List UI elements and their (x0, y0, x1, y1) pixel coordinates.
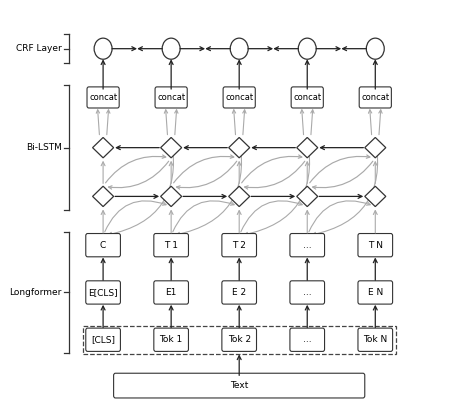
Text: concat: concat (157, 93, 185, 102)
Text: Text: Text (230, 381, 248, 390)
Polygon shape (93, 137, 114, 158)
FancyBboxPatch shape (155, 87, 187, 108)
FancyBboxPatch shape (290, 233, 325, 257)
Polygon shape (161, 186, 182, 207)
Text: Longformer: Longformer (9, 288, 62, 297)
FancyBboxPatch shape (154, 328, 188, 351)
Text: E[CLS]: E[CLS] (88, 288, 118, 297)
Text: Tok 1: Tok 1 (159, 335, 183, 344)
FancyBboxPatch shape (223, 87, 255, 108)
FancyBboxPatch shape (86, 281, 120, 304)
Text: [CLS]: [CLS] (91, 335, 115, 344)
Polygon shape (229, 186, 250, 207)
Polygon shape (297, 186, 318, 207)
Text: T N: T N (368, 241, 383, 250)
FancyBboxPatch shape (359, 87, 391, 108)
Text: T 1: T 1 (164, 241, 178, 250)
FancyBboxPatch shape (222, 328, 257, 351)
FancyBboxPatch shape (290, 281, 325, 304)
Text: concat: concat (293, 93, 321, 102)
FancyBboxPatch shape (87, 87, 119, 108)
FancyBboxPatch shape (222, 233, 257, 257)
Polygon shape (297, 137, 318, 158)
Circle shape (366, 38, 384, 59)
FancyBboxPatch shape (358, 328, 393, 351)
FancyBboxPatch shape (86, 328, 120, 351)
Text: E1: E1 (165, 288, 177, 297)
FancyBboxPatch shape (290, 328, 325, 351)
Text: concat: concat (361, 93, 390, 102)
Text: E 2: E 2 (232, 288, 246, 297)
Text: CRF Layer: CRF Layer (16, 44, 62, 53)
FancyBboxPatch shape (358, 233, 393, 257)
Text: concat: concat (225, 93, 253, 102)
Text: concat: concat (89, 93, 117, 102)
Text: Tok 2: Tok 2 (227, 335, 251, 344)
Text: Bi-LSTM: Bi-LSTM (26, 143, 62, 152)
Text: ...: ... (303, 241, 311, 250)
FancyBboxPatch shape (291, 87, 323, 108)
FancyBboxPatch shape (154, 233, 188, 257)
Text: ...: ... (303, 335, 311, 344)
FancyBboxPatch shape (358, 281, 393, 304)
Polygon shape (161, 137, 182, 158)
Text: T 2: T 2 (232, 241, 246, 250)
FancyBboxPatch shape (114, 373, 365, 398)
Polygon shape (229, 137, 250, 158)
Circle shape (94, 38, 112, 59)
Polygon shape (365, 137, 386, 158)
Circle shape (230, 38, 248, 59)
FancyBboxPatch shape (86, 233, 120, 257)
Circle shape (298, 38, 316, 59)
Text: C: C (100, 241, 106, 250)
FancyBboxPatch shape (222, 281, 257, 304)
Polygon shape (365, 186, 386, 207)
Text: ...: ... (303, 288, 311, 297)
FancyBboxPatch shape (154, 281, 188, 304)
Text: Tok N: Tok N (363, 335, 387, 344)
Circle shape (162, 38, 180, 59)
Polygon shape (93, 186, 114, 207)
Text: E N: E N (368, 288, 383, 297)
